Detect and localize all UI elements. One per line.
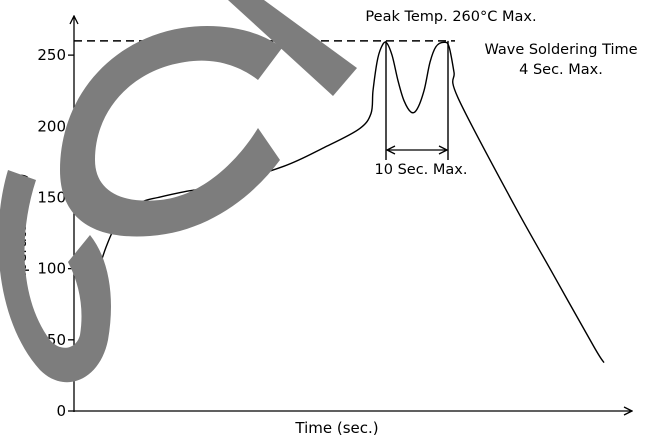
y-tick-label: 150 — [37, 188, 66, 206]
y-tick-label: 0 — [56, 402, 66, 420]
y-tick-label: 200 — [37, 117, 66, 135]
y-tick-label: 250 — [37, 46, 66, 64]
wave-soldering-annotation-line2: 4 Sec. Max. — [519, 62, 603, 78]
watermark — [0, 0, 357, 383]
peak-temp-annotation: Peak Temp. 260°C Max. — [365, 9, 536, 25]
y-tick-label: 100 — [37, 260, 66, 278]
x-axis-title: Time (sec.) — [294, 419, 378, 437]
interval-annotation: 10 Sec. Max. — [375, 162, 468, 178]
wave-soldering-annotation-line1: Wave Soldering Time — [484, 42, 637, 58]
